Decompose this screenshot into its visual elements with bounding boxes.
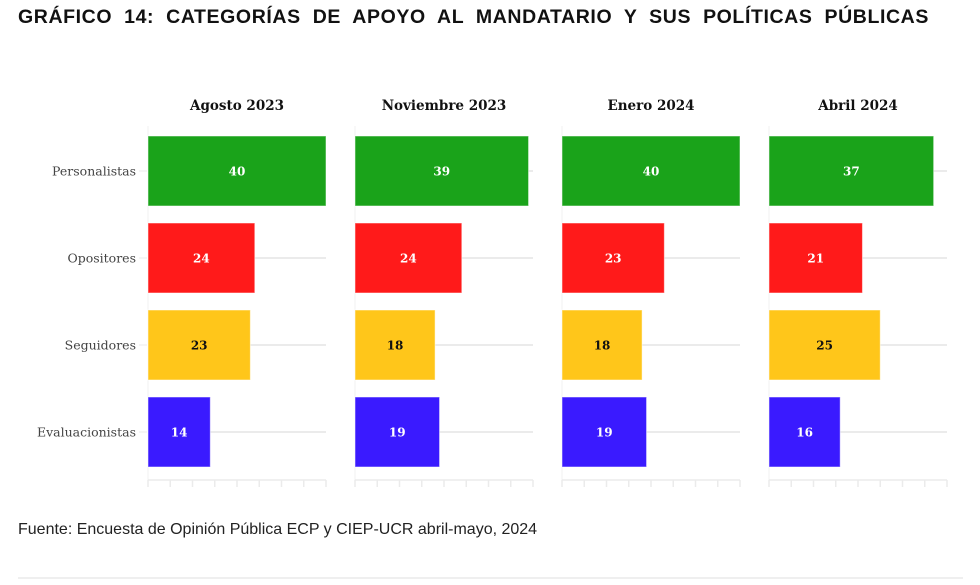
source-note: Fuente: Encuesta de Opinión Pública ECP … — [18, 521, 538, 538]
data-label: 40 — [229, 165, 246, 179]
bar-seguidores — [561, 309, 643, 381]
data-label: 23 — [605, 252, 622, 266]
bar-opositores — [561, 222, 665, 294]
bottom-divider — [18, 577, 963, 579]
bar-evaluacionistas — [354, 396, 441, 468]
category-label: Seguidores — [65, 338, 136, 353]
data-label: 21 — [807, 252, 824, 266]
data-label: 24 — [193, 252, 210, 266]
panel-title: Abril 2024 — [817, 98, 898, 114]
panel-title: Noviembre 2023 — [382, 98, 507, 114]
data-label: 37 — [843, 165, 860, 179]
bar-personalistas — [354, 135, 530, 207]
chart-title: GRÁFICO 14: CATEGORÍAS DE APOYO AL MANDA… — [18, 6, 929, 28]
data-label: 39 — [433, 165, 450, 179]
bar-opositores — [147, 222, 256, 294]
category-label: Evaluacionistas — [37, 425, 136, 440]
bar-personalistas — [147, 135, 327, 207]
data-label: 18 — [387, 339, 404, 353]
data-label: 25 — [816, 339, 833, 353]
bar-seguidores — [354, 309, 436, 381]
category-label: Opositores — [67, 251, 136, 266]
data-label: 14 — [171, 426, 188, 440]
data-label: 19 — [389, 426, 406, 440]
panel-title: Agosto 2023 — [189, 98, 284, 114]
panel-title: Enero 2024 — [607, 98, 694, 114]
bar-evaluacionistas — [147, 396, 211, 468]
bar-personalistas — [561, 135, 741, 207]
bar-personalistas — [768, 135, 935, 207]
data-label: 23 — [191, 339, 208, 353]
bar-opositores — [354, 222, 463, 294]
data-label: 40 — [643, 165, 660, 179]
data-label: 24 — [400, 252, 417, 266]
data-label: 18 — [594, 339, 611, 353]
bar-evaluacionistas — [768, 396, 841, 468]
bar-seguidores — [147, 309, 251, 381]
data-label: 19 — [596, 426, 613, 440]
data-label: 16 — [796, 426, 813, 440]
faceted-bar-chart: Personalistas Opositores Seguidores Evaluac… — [37, 98, 948, 487]
bar-seguidores — [768, 309, 881, 381]
category-label: Personalistas — [52, 164, 136, 179]
bar-evaluacionistas — [561, 396, 648, 468]
bar-opositores — [768, 222, 863, 294]
